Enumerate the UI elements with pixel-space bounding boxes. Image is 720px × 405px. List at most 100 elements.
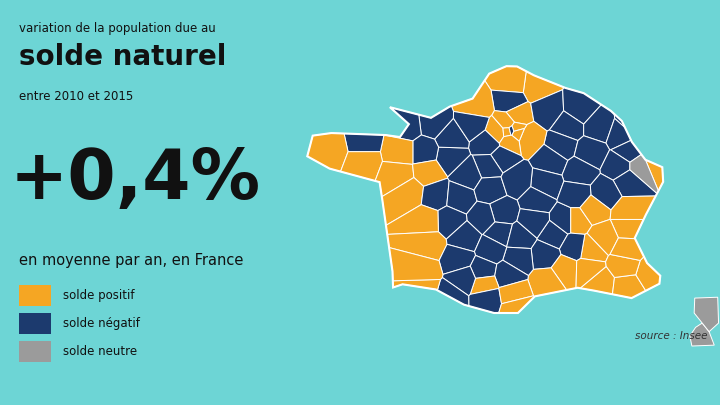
Polygon shape	[606, 118, 631, 150]
Polygon shape	[636, 257, 660, 291]
Polygon shape	[571, 208, 592, 234]
Polygon shape	[610, 238, 644, 260]
Polygon shape	[307, 133, 348, 172]
Polygon shape	[472, 154, 503, 178]
Polygon shape	[470, 256, 497, 278]
Polygon shape	[495, 260, 528, 288]
Polygon shape	[562, 156, 600, 185]
Polygon shape	[587, 220, 618, 256]
Polygon shape	[393, 279, 441, 290]
Polygon shape	[580, 195, 611, 226]
Polygon shape	[436, 147, 471, 177]
Polygon shape	[499, 135, 521, 156]
Polygon shape	[528, 268, 567, 297]
Polygon shape	[613, 275, 646, 298]
Polygon shape	[512, 122, 527, 131]
Text: solde négatif: solde négatif	[63, 317, 140, 330]
FancyBboxPatch shape	[19, 285, 50, 306]
Polygon shape	[509, 126, 514, 135]
Polygon shape	[549, 202, 571, 234]
Polygon shape	[344, 134, 384, 152]
Text: en moyenne par an, en France: en moyenne par an, en France	[19, 253, 243, 268]
Polygon shape	[611, 140, 642, 162]
Text: solde naturel: solde naturel	[19, 43, 226, 70]
Polygon shape	[387, 232, 447, 260]
Polygon shape	[389, 247, 443, 281]
Polygon shape	[584, 104, 615, 143]
Polygon shape	[574, 136, 610, 170]
Polygon shape	[613, 170, 657, 196]
Polygon shape	[576, 258, 606, 288]
Polygon shape	[469, 130, 500, 155]
Polygon shape	[341, 152, 382, 181]
Polygon shape	[490, 146, 524, 173]
Polygon shape	[421, 178, 449, 211]
Polygon shape	[467, 201, 495, 235]
Polygon shape	[382, 177, 423, 226]
Polygon shape	[448, 154, 482, 190]
Polygon shape	[375, 162, 414, 197]
Text: +0,4%: +0,4%	[9, 146, 261, 213]
Polygon shape	[600, 150, 630, 180]
Text: source : Insee: source : Insee	[635, 331, 707, 341]
Polygon shape	[590, 173, 622, 210]
Polygon shape	[446, 181, 477, 214]
Polygon shape	[485, 115, 504, 143]
Polygon shape	[413, 160, 448, 186]
Polygon shape	[483, 222, 513, 247]
Polygon shape	[491, 90, 528, 112]
Polygon shape	[435, 118, 469, 148]
Polygon shape	[517, 187, 557, 213]
Polygon shape	[694, 297, 719, 332]
Polygon shape	[531, 240, 561, 269]
Polygon shape	[549, 111, 584, 141]
Text: solde neutre: solde neutre	[63, 345, 138, 358]
Polygon shape	[451, 81, 495, 117]
Polygon shape	[606, 254, 640, 277]
Polygon shape	[512, 128, 524, 141]
Polygon shape	[517, 209, 549, 238]
Polygon shape	[507, 221, 537, 249]
Polygon shape	[413, 135, 438, 164]
Polygon shape	[523, 71, 564, 103]
Polygon shape	[442, 266, 475, 296]
Polygon shape	[474, 234, 507, 264]
Polygon shape	[503, 247, 534, 275]
Polygon shape	[439, 244, 475, 274]
Polygon shape	[437, 277, 469, 306]
Polygon shape	[485, 66, 526, 93]
Polygon shape	[446, 221, 482, 252]
Text: solde positif: solde positif	[63, 289, 135, 302]
Polygon shape	[384, 107, 421, 141]
Polygon shape	[551, 254, 577, 290]
Polygon shape	[610, 220, 644, 239]
Polygon shape	[581, 233, 608, 262]
Polygon shape	[490, 196, 520, 224]
Polygon shape	[380, 135, 413, 164]
Polygon shape	[557, 181, 591, 208]
Polygon shape	[559, 233, 585, 261]
Polygon shape	[454, 111, 490, 142]
Polygon shape	[563, 87, 601, 124]
Polygon shape	[501, 159, 533, 200]
Polygon shape	[438, 206, 467, 239]
Text: entre 2010 et 2015: entre 2010 et 2015	[19, 90, 133, 103]
FancyBboxPatch shape	[19, 313, 50, 334]
Polygon shape	[386, 205, 438, 234]
Text: variation de la population due au: variation de la population due au	[19, 22, 216, 35]
Polygon shape	[531, 90, 564, 131]
Polygon shape	[645, 160, 663, 191]
Polygon shape	[614, 114, 625, 128]
Polygon shape	[499, 296, 534, 313]
Polygon shape	[469, 288, 502, 313]
Polygon shape	[419, 106, 454, 139]
Polygon shape	[537, 220, 568, 249]
Polygon shape	[544, 130, 578, 160]
Polygon shape	[610, 196, 656, 220]
FancyBboxPatch shape	[19, 341, 50, 362]
Polygon shape	[580, 266, 614, 294]
Polygon shape	[499, 279, 534, 304]
Polygon shape	[630, 154, 658, 194]
Polygon shape	[492, 111, 515, 128]
Polygon shape	[503, 128, 511, 136]
